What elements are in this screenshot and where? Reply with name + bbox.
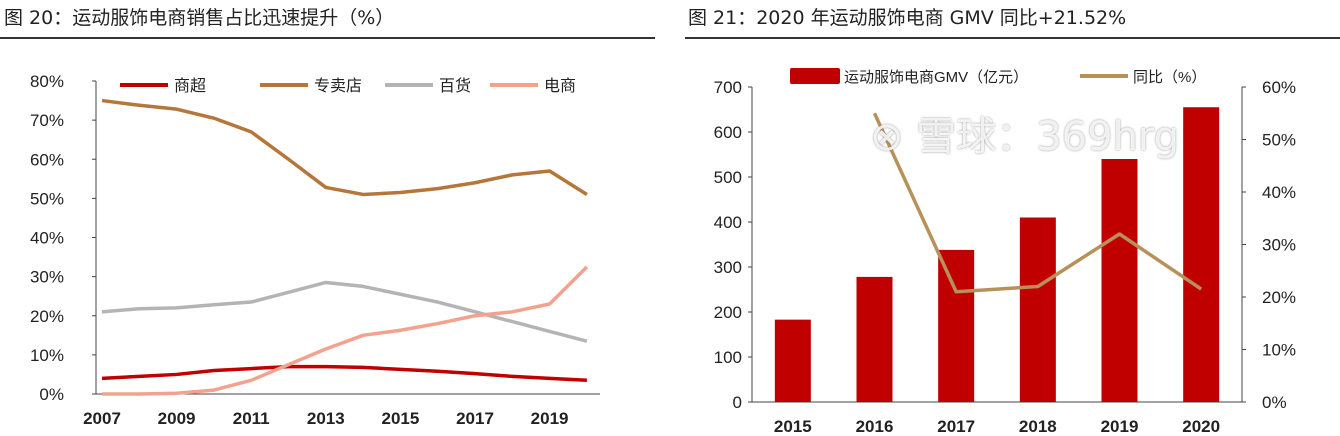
legend-swatch-gmv (790, 68, 840, 84)
right-title-rule (685, 37, 1340, 39)
left-y-tick-label: 80% (30, 72, 64, 91)
right-y-tick-label: 0 (733, 393, 742, 412)
left-x-tick-label: 2011 (233, 409, 270, 428)
left-y-tick-label: 0% (39, 385, 64, 404)
watermark: ⊗ 雪球：369hrg (870, 114, 1180, 160)
right-y-tick-label: 200 (714, 303, 742, 322)
left-x-tick-label: 2019 (531, 409, 569, 428)
series-line-1 (101, 98, 588, 197)
legend-label-gmv: 运动服饰电商GMV（亿元） (844, 69, 1028, 86)
right-x-tick-label: 2015 (774, 417, 812, 436)
gmv-bar (774, 319, 811, 402)
left-x-tick-label: 2015 (381, 409, 419, 428)
left-chart-title: 图 20：运动服饰电商销售占比迅速提升（%） (4, 7, 395, 29)
left-y-tick-label: 40% (30, 229, 64, 248)
left-y-tick-label: 60% (30, 150, 64, 169)
left-x-tick-label: 2017 (456, 409, 494, 428)
right-y2-tick-label: 40% (1262, 183, 1296, 202)
gmv-bar (856, 276, 893, 402)
right-y2-tick-label: 60% (1262, 78, 1296, 97)
legend-label-yoy: 同比（%） (1133, 69, 1206, 86)
left-y-tick-label: 70% (30, 111, 64, 130)
right-y2-tick-label: 0% (1262, 393, 1287, 412)
right-y2-tick-label: 50% (1262, 131, 1296, 150)
gmv-bar (1101, 159, 1138, 402)
left-x-tick-label: 2013 (307, 409, 345, 428)
left-x-tick-label: 2007 (83, 409, 121, 428)
left-y-tick-label: 20% (30, 307, 64, 326)
left-y-tick-label: 30% (30, 268, 64, 287)
gmv-bar (938, 249, 975, 402)
legend-label: 百货 (439, 77, 471, 95)
right-x-tick-label: 2017 (937, 417, 975, 436)
right-y2-tick-label: 30% (1262, 236, 1296, 255)
series-line-2 (101, 280, 588, 343)
right-y-tick-label: 700 (714, 78, 742, 97)
legend-label: 电商 (544, 77, 576, 95)
legend-label: 专卖店 (314, 77, 362, 95)
series-line-3 (102, 265, 589, 396)
gmv-bar (1019, 217, 1056, 402)
right-y2-tick-label: 20% (1262, 288, 1296, 307)
right-y-tick-label: 600 (714, 123, 742, 142)
right-y-tick-label: 400 (714, 213, 742, 232)
left-y-tick-label: 50% (30, 189, 64, 208)
left-title-rule (0, 37, 655, 39)
right-y-tick-label: 100 (714, 348, 742, 367)
right-y-tick-label: 500 (714, 168, 742, 187)
right-y2-tick-label: 10% (1262, 341, 1296, 360)
right-x-tick-label: 2016 (856, 417, 894, 436)
series-line-0 (101, 364, 587, 383)
legend-label: 商超 (174, 77, 206, 95)
left-y-tick-label: 10% (30, 346, 64, 365)
gmv-bar (1183, 107, 1220, 402)
right-y-tick-label: 300 (714, 258, 742, 277)
right-x-tick-label: 2019 (1101, 417, 1139, 436)
right-chart-title: 图 21：2020 年运动服饰电商 GMV 同比+21.52% (688, 7, 1127, 29)
right-x-tick-label: 2018 (1019, 417, 1057, 436)
right-x-tick-label: 2020 (1182, 417, 1220, 436)
left-x-tick-label: 2009 (158, 409, 196, 428)
